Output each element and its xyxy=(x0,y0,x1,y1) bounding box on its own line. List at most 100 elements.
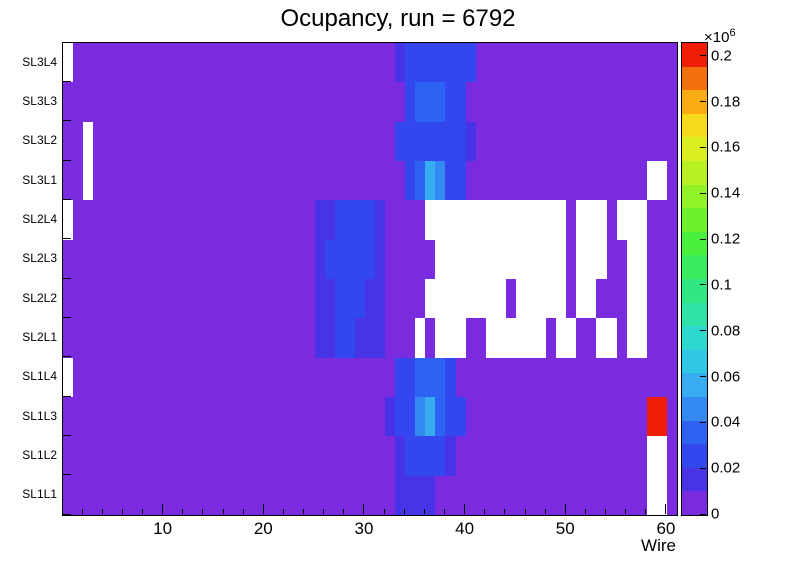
x-axis-major-tick xyxy=(665,504,667,514)
heatmap-cell xyxy=(304,396,315,437)
heatmap-cell xyxy=(173,121,184,161)
heatmap-cell xyxy=(515,357,527,397)
colorbar-tick-label: 0.1 xyxy=(711,276,732,294)
heatmap-cell xyxy=(425,43,436,83)
heatmap-cell xyxy=(626,160,637,201)
heatmap-cell xyxy=(425,318,436,358)
colorbar-band xyxy=(682,160,707,185)
heatmap-cell xyxy=(364,278,376,319)
heatmap-cell xyxy=(234,239,245,279)
heatmap-cell xyxy=(526,357,537,397)
heatmap-cell xyxy=(435,160,446,201)
heatmap-cell xyxy=(234,357,245,397)
heatmap-cell xyxy=(73,160,84,201)
x-axis-tick-label: 20 xyxy=(253,519,273,538)
heatmap-cell xyxy=(636,121,647,161)
heatmap-cell xyxy=(63,475,74,515)
heatmap-cell xyxy=(526,239,537,279)
heatmap-cell xyxy=(344,278,355,319)
heatmap-cell xyxy=(556,318,567,358)
heatmap-cell xyxy=(505,43,516,83)
heatmap-cell xyxy=(234,278,245,319)
heatmap-cell xyxy=(485,82,496,122)
colorbar-band xyxy=(682,302,707,327)
heatmap-cell xyxy=(586,396,597,437)
heatmap-cell xyxy=(314,160,325,201)
heatmap-cell xyxy=(93,239,104,279)
heatmap-cell xyxy=(435,278,446,319)
y-axis-label: SL1L2 xyxy=(22,448,57,462)
heatmap-cell xyxy=(616,121,627,161)
heatmap-cell xyxy=(73,278,84,319)
heatmap-cell xyxy=(636,475,647,515)
heatmap-cell xyxy=(415,82,426,122)
heatmap-cell xyxy=(173,475,184,515)
heatmap-cell xyxy=(133,43,144,83)
x-axis-minor-tick xyxy=(605,509,607,514)
heatmap-cell xyxy=(133,318,144,358)
heatmap-cell xyxy=(646,160,657,201)
heatmap-cell xyxy=(193,121,204,161)
heatmap-cell xyxy=(636,82,647,122)
y-axis-label: SL1L4 xyxy=(22,369,57,384)
heatmap-cell xyxy=(586,82,597,122)
heatmap-cell xyxy=(566,160,577,201)
heatmap-cell xyxy=(93,43,104,83)
heatmap-cell xyxy=(133,82,144,122)
colorbar-band xyxy=(682,231,707,256)
colorbar-band xyxy=(682,491,707,515)
heatmap-cell xyxy=(425,278,436,319)
heatmap-cell xyxy=(73,121,84,161)
x-axis-minor-tick xyxy=(504,509,506,514)
heatmap-cell xyxy=(163,43,174,83)
heatmap-cell xyxy=(364,239,376,279)
heatmap-cell xyxy=(596,318,607,358)
heatmap-cell xyxy=(546,475,557,515)
heatmap-cell xyxy=(63,278,74,319)
heatmap-cell xyxy=(405,121,416,161)
heatmap-cell xyxy=(566,239,577,279)
heatmap-cell xyxy=(656,82,667,122)
x-axis-minor-tick xyxy=(303,509,305,514)
heatmap-cell xyxy=(193,278,204,319)
heatmap-cell xyxy=(234,160,245,201)
heatmap-cell xyxy=(475,160,486,201)
heatmap-cell xyxy=(455,396,466,437)
heatmap-cell xyxy=(505,475,516,515)
heatmap-cell xyxy=(63,82,74,122)
heatmap-cell xyxy=(304,239,315,279)
heatmap-cell xyxy=(435,200,446,240)
heatmap-cell xyxy=(425,160,436,201)
heatmap-cell xyxy=(83,318,94,358)
heatmap-cell xyxy=(465,239,476,279)
heatmap-cell xyxy=(304,200,315,240)
heatmap-cell xyxy=(284,82,295,122)
x-axis-minor-tick xyxy=(544,509,546,514)
heatmap-cell xyxy=(153,396,164,437)
x-axis-minor-tick xyxy=(383,509,385,514)
heatmap-cell xyxy=(93,475,104,515)
heatmap-cell xyxy=(546,160,557,201)
heatmap-cell xyxy=(646,278,657,319)
heatmap-cell xyxy=(566,396,577,437)
heatmap-cell xyxy=(193,82,204,122)
colorbar-exponent-power: 6 xyxy=(729,27,736,39)
heatmap-cell xyxy=(244,82,255,122)
colorbar-band xyxy=(682,113,707,138)
heatmap-cell xyxy=(405,396,416,437)
y-axis-tick xyxy=(63,474,71,476)
colorbar-band xyxy=(682,420,707,445)
heatmap-cell xyxy=(626,121,637,161)
heatmap-cell xyxy=(405,200,416,240)
heatmap-cell xyxy=(284,318,295,358)
heatmap-cell xyxy=(324,318,335,358)
heatmap-cell xyxy=(244,475,255,515)
heatmap-cell xyxy=(213,475,225,515)
heatmap-cell xyxy=(395,200,406,240)
heatmap-cell xyxy=(254,436,265,476)
heatmap-cell xyxy=(163,318,174,358)
heatmap-cell xyxy=(153,82,164,122)
heatmap-cell xyxy=(93,200,104,240)
heatmap-cell xyxy=(546,121,557,161)
heatmap-cell xyxy=(224,318,235,358)
